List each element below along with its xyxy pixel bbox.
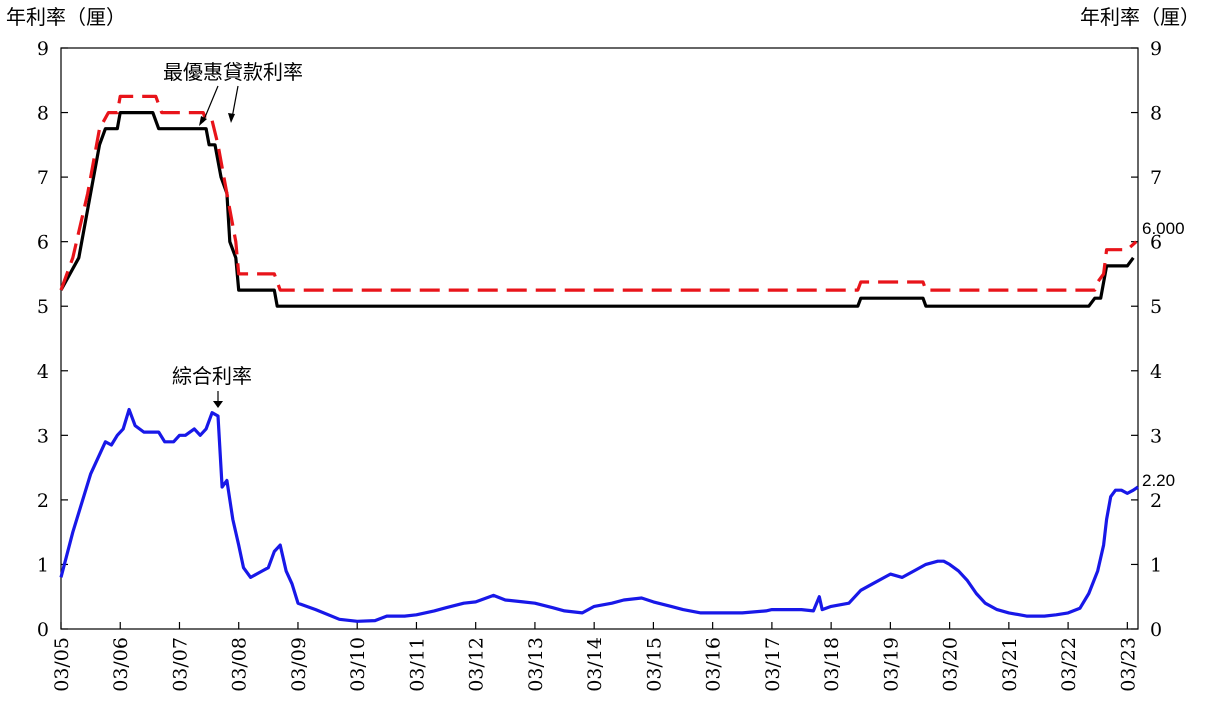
y-left-tick-label: 0 (37, 619, 49, 641)
y-left-ticks: 0 1 2 3 4 5 6 7 8 9 (37, 38, 68, 641)
y-right-tick-label: 8 (1150, 103, 1162, 125)
y-right-tick-label: 4 (1150, 361, 1162, 383)
annotation-prime-rate: 最優惠貸款利率 (163, 60, 303, 84)
annotation-prime-rate-arrowhead-1 (199, 116, 207, 126)
annotation-composite-rate: 綜合利率 (172, 364, 252, 388)
x-tick-label: 03/05 (51, 637, 73, 692)
annotation-latest-prime: 6.000 (1142, 219, 1185, 238)
series-prime-rate-upper (59, 94, 1138, 292)
y-left-tick-label: 6 (37, 232, 49, 254)
x-tick-label: 03/12 (466, 637, 488, 692)
x-tick-label: 03/16 (703, 637, 725, 692)
y-right-ticks: 0 1 2 3 4 5 6 7 8 9 (1131, 38, 1162, 641)
y-left-tick-label: 9 (37, 38, 49, 60)
y-left-tick-label: 2 (37, 490, 49, 512)
x-tick-label: 03/18 (821, 637, 843, 692)
y-left-tick-label: 3 (37, 425, 49, 447)
x-tick-label: 03/21 (999, 637, 1021, 692)
annotation-prime-rate-arrowhead-2 (228, 113, 235, 123)
annotation-latest-composite: 2.20 (1142, 471, 1175, 490)
y-left-tick-label: 7 (37, 167, 49, 189)
y-right-tick-label: 3 (1150, 425, 1162, 447)
x-tick-label: 03/20 (940, 637, 962, 692)
plot-frame (60, 47, 1139, 630)
y-right-tick-label: 1 (1150, 554, 1162, 576)
x-tick-label: 03/10 (347, 637, 369, 692)
series-composite-rate (59, 407, 1139, 623)
y-right-axis-label: 年利率（厘） (1080, 5, 1200, 29)
x-tick-label: 03/07 (169, 637, 191, 692)
annotation-composite-rate-arrowhead (213, 401, 223, 408)
y-left-tick-label: 5 (37, 296, 49, 318)
x-tick-label: 03/13 (525, 637, 547, 692)
y-right-tick-label: 0 (1150, 619, 1162, 641)
x-tick-label: 03/08 (229, 637, 251, 692)
x-tick-label: 03/09 (288, 637, 310, 692)
annotation-prime-rate-arrow-1 (202, 85, 219, 123)
y-left-tick-label: 4 (37, 361, 49, 383)
x-tick-label: 03/06 (110, 637, 132, 692)
annotation-prime-rate-arrow-2 (231, 85, 239, 119)
y-right-tick-label: 6 (1150, 232, 1162, 254)
y-right-tick-label: 7 (1150, 167, 1162, 189)
x-tick-label: 03/23 (1117, 637, 1139, 692)
x-tick-label: 03/11 (406, 637, 428, 692)
y-left-tick-label: 8 (37, 103, 49, 125)
series-prime-rate-lower (59, 111, 1135, 308)
y-left-tick-label: 1 (37, 554, 49, 576)
x-tick-label: 03/17 (762, 637, 784, 692)
x-tick-label: 03/22 (1058, 637, 1080, 692)
series-layer (59, 94, 1139, 623)
x-tick-label: 03/19 (880, 637, 902, 692)
y-right-tick-label: 5 (1150, 296, 1162, 318)
x-tick-label: 03/15 (643, 637, 665, 692)
y-right-tick-label: 9 (1150, 38, 1162, 60)
y-left-axis-label: 年利率（厘） (6, 5, 126, 29)
y-right-tick-label: 2 (1150, 490, 1162, 512)
x-ticks: 03/05 03/06 03/07 03/08 03/09 03/10 03/11 03/12… (51, 622, 1139, 692)
x-tick-label: 03/14 (584, 637, 606, 692)
